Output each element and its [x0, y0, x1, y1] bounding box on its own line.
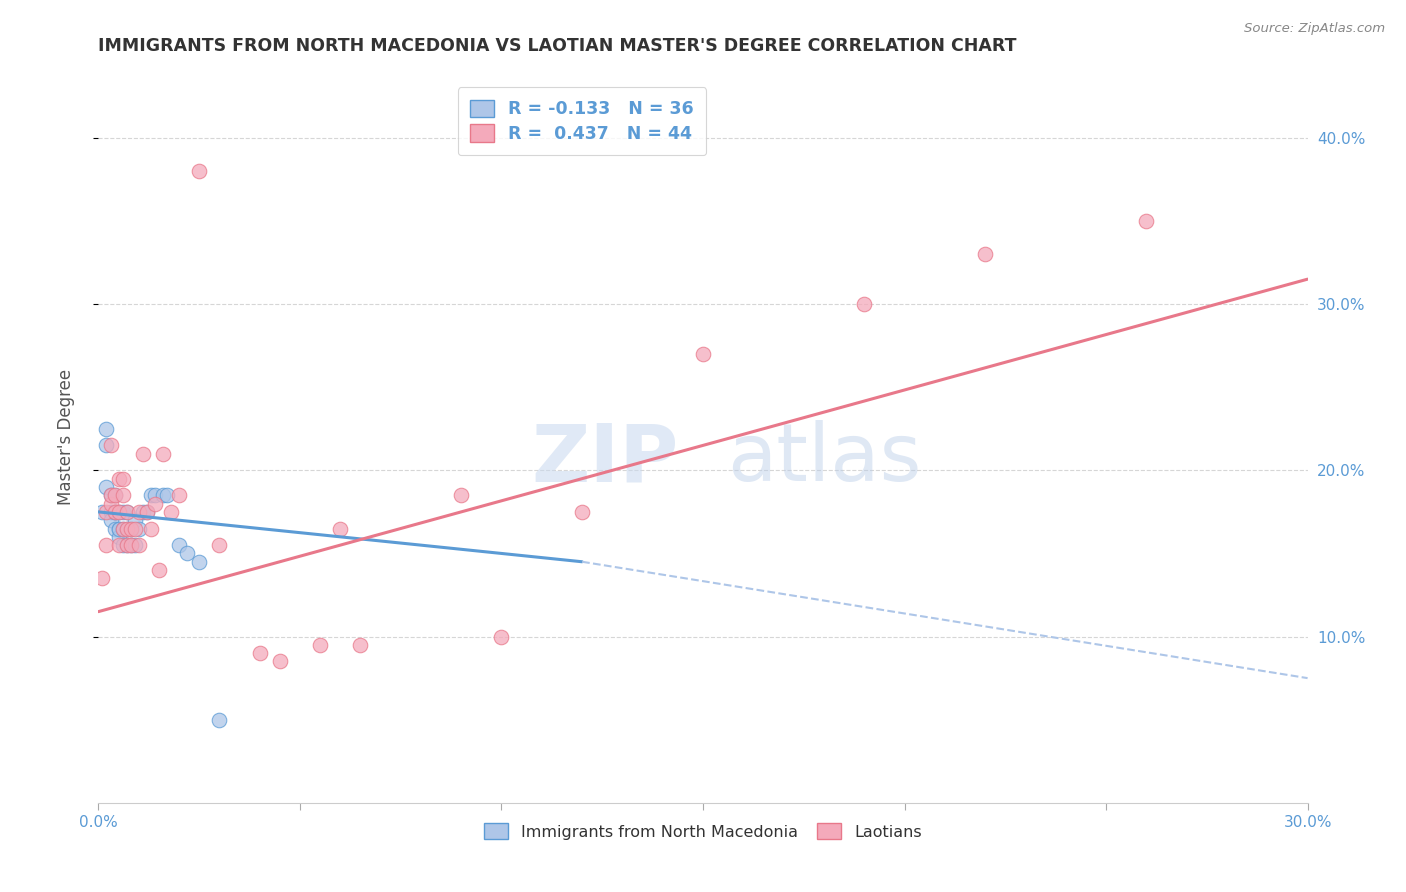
Point [139, 521, 162, 535]
Point [1135, 214, 1157, 228]
Point [152, 447, 174, 461]
Text: atlas: atlas [727, 420, 921, 498]
Point [120, 521, 142, 535]
Point [100, 488, 122, 502]
Point [96, 422, 118, 436]
Point [100, 488, 122, 502]
Point [132, 447, 155, 461]
Point [128, 505, 150, 519]
Point [96, 505, 118, 519]
Point [103, 505, 125, 519]
Point [249, 646, 271, 660]
Point [128, 538, 150, 552]
Point [107, 530, 129, 544]
Point [100, 438, 122, 452]
Point [152, 488, 174, 502]
Point [107, 521, 129, 535]
Point [91, 505, 114, 519]
Point [208, 713, 231, 727]
Point [96, 538, 118, 552]
Point [450, 488, 472, 502]
Point [491, 630, 513, 644]
Point [111, 521, 134, 535]
Point [853, 297, 876, 311]
Point [111, 488, 134, 502]
Point [124, 538, 146, 552]
Point [107, 505, 129, 519]
Point [107, 505, 129, 519]
Point [309, 638, 332, 652]
Point [148, 563, 170, 577]
Point [96, 438, 118, 452]
Point [111, 505, 134, 519]
Point [115, 521, 138, 535]
Point [571, 505, 593, 519]
Point [96, 480, 118, 494]
Point [349, 638, 371, 652]
Point [100, 497, 122, 511]
Point [692, 347, 714, 361]
Legend: Immigrants from North Macedonia, Laotians: Immigrants from North Macedonia, Laotian… [478, 817, 928, 846]
Point [115, 505, 138, 519]
Point [91, 571, 114, 585]
Point [128, 521, 150, 535]
Point [139, 488, 162, 502]
Point [120, 538, 142, 552]
Point [115, 521, 138, 535]
Point [111, 472, 134, 486]
Point [111, 521, 134, 535]
Point [103, 488, 125, 502]
Text: Source: ZipAtlas.com: Source: ZipAtlas.com [1244, 22, 1385, 36]
Point [120, 538, 142, 552]
Point [100, 505, 122, 519]
Point [103, 521, 125, 535]
Point [107, 521, 129, 535]
Point [103, 505, 125, 519]
Point [167, 538, 190, 552]
Point [115, 505, 138, 519]
Point [115, 538, 138, 552]
Point [269, 655, 291, 669]
Point [188, 164, 211, 178]
Point [160, 505, 183, 519]
Y-axis label: Master's Degree: Master's Degree [56, 369, 75, 505]
Point [107, 538, 129, 552]
Point [124, 521, 146, 535]
Text: IMMIGRANTS FROM NORTH MACEDONIA VS LAOTIAN MASTER'S DEGREE CORRELATION CHART: IMMIGRANTS FROM NORTH MACEDONIA VS LAOTI… [98, 37, 1017, 54]
Point [100, 513, 122, 527]
Point [132, 505, 155, 519]
Point [103, 505, 125, 519]
Point [135, 505, 157, 519]
Point [208, 538, 231, 552]
Point [329, 521, 352, 535]
Point [143, 488, 166, 502]
Point [974, 247, 997, 261]
Point [107, 472, 129, 486]
Point [120, 521, 142, 535]
Text: ZIP: ZIP [531, 420, 679, 498]
Point [115, 538, 138, 552]
Point [188, 555, 211, 569]
Point [167, 488, 190, 502]
Point [143, 497, 166, 511]
Point [135, 505, 157, 519]
Point [156, 488, 179, 502]
Point [111, 538, 134, 552]
Point [124, 513, 146, 527]
Point [103, 488, 125, 502]
Point [176, 546, 198, 560]
